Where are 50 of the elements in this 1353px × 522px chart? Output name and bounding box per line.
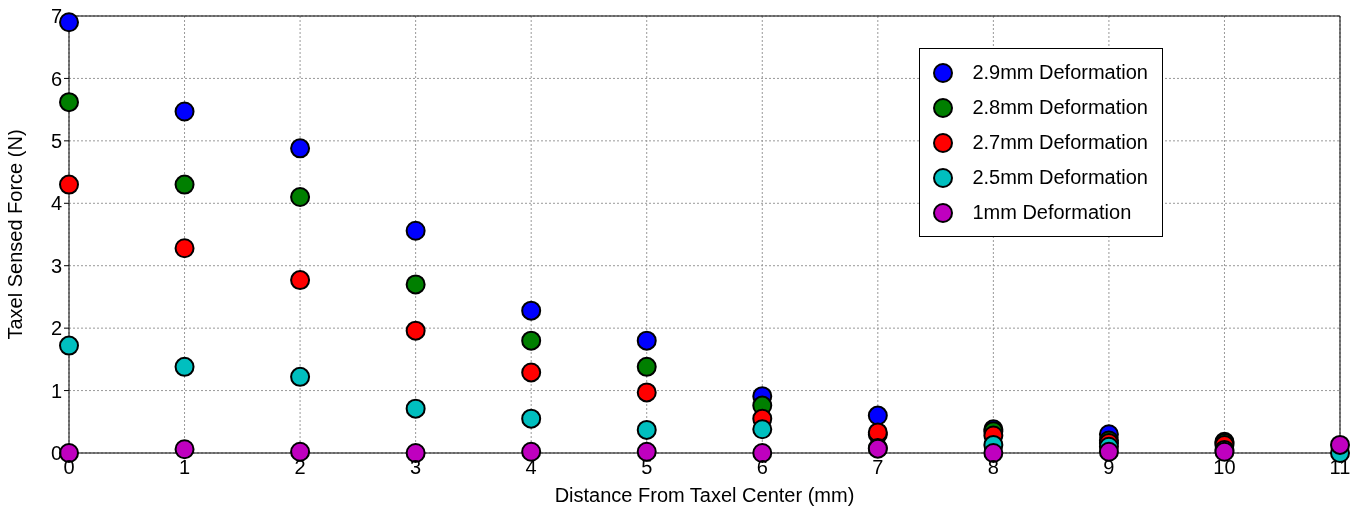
point xyxy=(174,356,195,377)
x-tick-label: 10 xyxy=(1213,456,1236,479)
point xyxy=(405,274,426,295)
legend-label: 2.5mm Deformation xyxy=(972,166,1148,189)
point xyxy=(174,439,195,460)
point xyxy=(521,408,542,429)
y-tick-label: 7 xyxy=(50,5,62,28)
y-tick-label: 3 xyxy=(50,254,62,277)
point xyxy=(867,405,888,426)
point xyxy=(59,92,79,113)
point xyxy=(521,441,542,462)
point xyxy=(59,174,79,195)
legend-label: 2.9mm Deformation xyxy=(972,61,1148,84)
point xyxy=(405,320,426,341)
point xyxy=(636,356,657,377)
point xyxy=(636,441,657,462)
point xyxy=(290,187,311,208)
point xyxy=(636,419,657,440)
point xyxy=(521,300,542,321)
y-tick-label: 1 xyxy=(50,379,62,402)
point xyxy=(405,398,426,419)
x-tick-label: 7 xyxy=(872,456,884,479)
legend-label: 2.8mm Deformation xyxy=(972,96,1148,119)
point xyxy=(174,238,195,259)
point xyxy=(405,220,426,241)
point xyxy=(290,366,311,387)
x-tick-label: 1 xyxy=(178,456,191,479)
y-axis-title: Taxel Sensed Force (N) xyxy=(4,129,27,340)
point xyxy=(1330,434,1350,455)
point xyxy=(636,330,657,351)
point xyxy=(636,382,657,403)
y-tick-label: 6 xyxy=(50,67,62,90)
point xyxy=(1098,441,1119,462)
y-tick-label: 2 xyxy=(50,317,62,340)
legend-label: 1mm Deformation xyxy=(972,201,1132,224)
point xyxy=(174,101,195,122)
point xyxy=(752,419,773,440)
point xyxy=(290,138,311,159)
y-tick-label: 5 xyxy=(50,129,62,152)
point xyxy=(59,335,79,356)
point xyxy=(59,12,79,33)
point xyxy=(174,174,195,195)
point xyxy=(521,362,542,383)
x-axis-title: Distance From Taxel Center (mm) xyxy=(554,484,855,506)
point xyxy=(521,330,542,351)
legend-label: 2.7mm Deformation xyxy=(972,131,1148,154)
point xyxy=(290,270,311,291)
x-tick-label: 4 xyxy=(525,456,537,479)
point xyxy=(290,441,311,462)
y-tick-label: 4 xyxy=(50,192,62,215)
